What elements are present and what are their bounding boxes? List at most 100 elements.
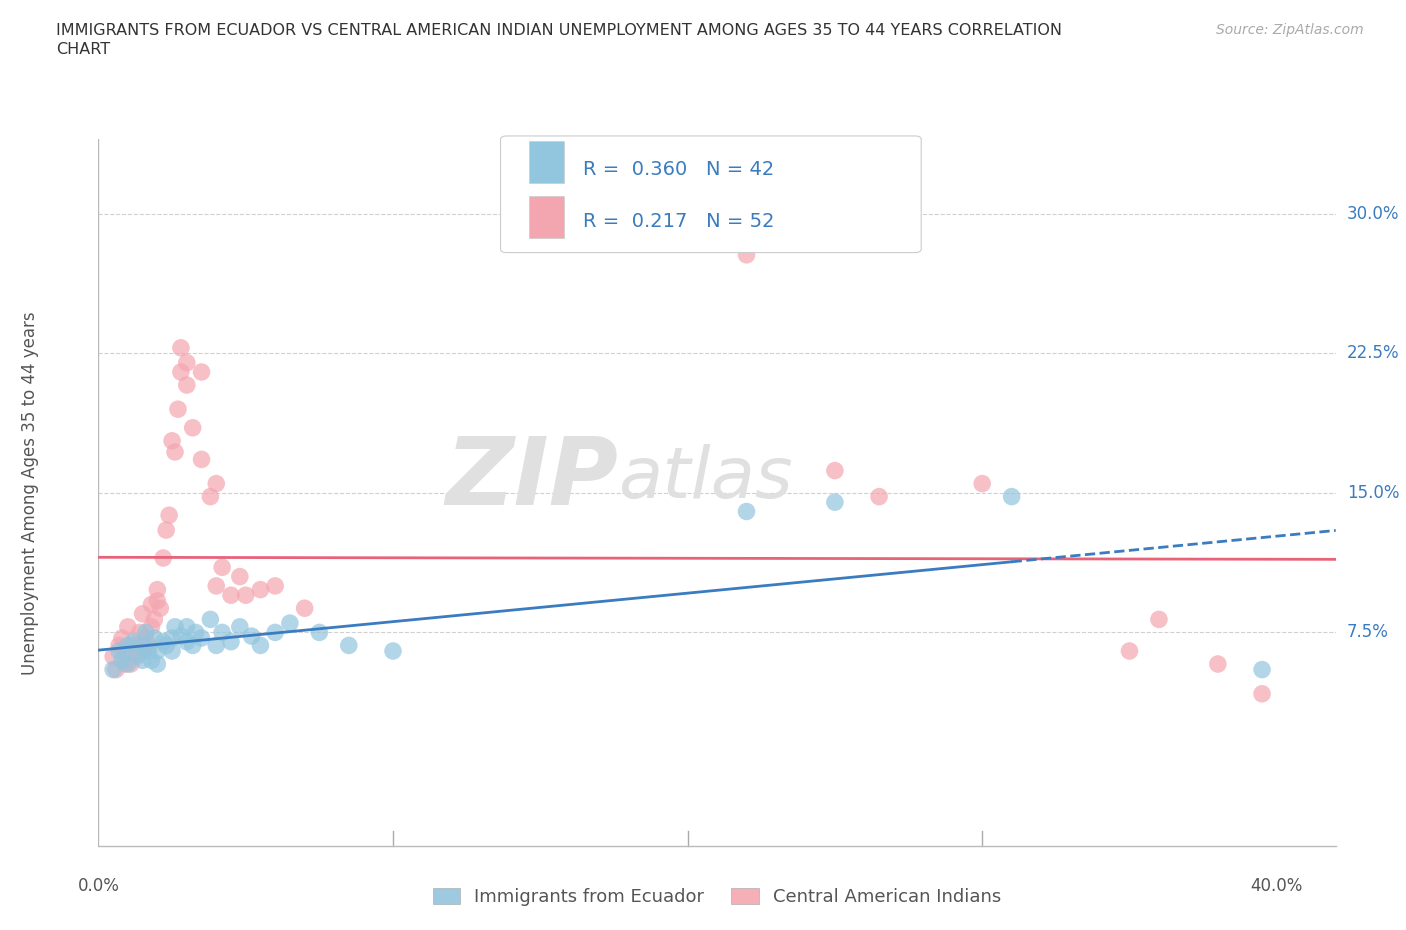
Point bbox=[108, 638, 131, 653]
Point bbox=[128, 625, 150, 640]
Point bbox=[1147, 612, 1170, 627]
Point bbox=[152, 551, 174, 565]
Point bbox=[278, 616, 301, 631]
Point bbox=[108, 644, 131, 658]
Point bbox=[120, 657, 142, 671]
Text: R =  0.217   N = 52: R = 0.217 N = 52 bbox=[583, 212, 775, 232]
Point bbox=[211, 560, 233, 575]
Point bbox=[131, 606, 153, 621]
Point bbox=[131, 644, 153, 658]
Point bbox=[735, 247, 758, 262]
Text: 0.0%: 0.0% bbox=[77, 877, 120, 895]
Point bbox=[117, 638, 139, 653]
Point bbox=[211, 625, 233, 640]
Point bbox=[105, 662, 128, 677]
Point bbox=[146, 644, 169, 658]
Point bbox=[170, 340, 193, 355]
Point bbox=[219, 588, 242, 603]
Point bbox=[972, 476, 994, 491]
Point bbox=[138, 644, 160, 658]
Text: 40.0%: 40.0% bbox=[1250, 877, 1303, 895]
Point bbox=[235, 588, 257, 603]
Point bbox=[141, 597, 163, 612]
Point bbox=[382, 644, 405, 658]
Point bbox=[735, 504, 758, 519]
Point bbox=[1206, 657, 1229, 671]
Point bbox=[146, 582, 169, 597]
Point bbox=[184, 625, 207, 640]
Legend: Immigrants from Ecuador, Central American Indians: Immigrants from Ecuador, Central America… bbox=[423, 879, 1011, 915]
Point bbox=[1251, 686, 1274, 701]
Text: Source: ZipAtlas.com: Source: ZipAtlas.com bbox=[1216, 23, 1364, 37]
Point bbox=[146, 657, 169, 671]
Point bbox=[138, 638, 160, 653]
Point bbox=[117, 619, 139, 634]
Point bbox=[824, 495, 846, 510]
Point bbox=[111, 631, 134, 645]
Point bbox=[240, 629, 263, 644]
Point bbox=[205, 638, 228, 653]
Point bbox=[200, 489, 222, 504]
Point bbox=[101, 649, 124, 664]
Text: Unemployment Among Ages 35 to 44 years: Unemployment Among Ages 35 to 44 years bbox=[21, 312, 39, 674]
Point bbox=[337, 638, 360, 653]
Text: IMMIGRANTS FROM ECUADOR VS CENTRAL AMERICAN INDIAN UNEMPLOYMENT AMONG AGES 35 TO: IMMIGRANTS FROM ECUADOR VS CENTRAL AMERI… bbox=[56, 23, 1063, 38]
Point bbox=[264, 625, 287, 640]
Point bbox=[308, 625, 330, 640]
Point bbox=[155, 523, 177, 538]
Bar bbox=[529, 195, 564, 238]
Point bbox=[111, 653, 134, 668]
Point bbox=[160, 631, 183, 645]
Point bbox=[125, 647, 148, 662]
Point bbox=[229, 619, 252, 634]
Text: R =  0.360   N = 42: R = 0.360 N = 42 bbox=[583, 160, 775, 179]
Text: 7.5%: 7.5% bbox=[1347, 623, 1389, 642]
Bar bbox=[529, 141, 564, 183]
Point bbox=[176, 355, 198, 370]
Point bbox=[868, 489, 890, 504]
Point bbox=[149, 601, 172, 616]
Point bbox=[181, 638, 204, 653]
Point bbox=[160, 644, 183, 658]
Point bbox=[170, 629, 193, 644]
Text: ZIP: ZIP bbox=[446, 432, 619, 525]
Text: atlas: atlas bbox=[619, 445, 793, 513]
Point bbox=[200, 612, 222, 627]
Point bbox=[249, 582, 271, 597]
Point bbox=[117, 657, 139, 671]
Point bbox=[122, 634, 145, 649]
Point bbox=[176, 634, 198, 649]
Point bbox=[163, 445, 186, 459]
Point bbox=[1251, 662, 1274, 677]
Point bbox=[170, 365, 193, 379]
Point bbox=[181, 420, 204, 435]
Text: CHART: CHART bbox=[56, 42, 110, 57]
Point bbox=[146, 593, 169, 608]
Point bbox=[176, 378, 198, 392]
Point bbox=[190, 365, 212, 379]
Point bbox=[152, 634, 174, 649]
Point bbox=[122, 638, 145, 653]
Point bbox=[143, 612, 166, 627]
Point bbox=[1118, 644, 1140, 658]
Point bbox=[163, 619, 186, 634]
Point bbox=[176, 619, 198, 634]
Point bbox=[190, 452, 212, 467]
Point bbox=[160, 433, 183, 448]
Point bbox=[249, 638, 271, 653]
Point bbox=[135, 631, 157, 645]
FancyBboxPatch shape bbox=[501, 136, 921, 253]
Point bbox=[135, 625, 157, 640]
Point bbox=[143, 631, 166, 645]
Text: 30.0%: 30.0% bbox=[1347, 205, 1399, 223]
Point bbox=[219, 634, 242, 649]
Point bbox=[205, 578, 228, 593]
Point bbox=[141, 619, 163, 634]
Point bbox=[114, 657, 136, 671]
Point bbox=[101, 662, 124, 677]
Point bbox=[190, 631, 212, 645]
Point bbox=[167, 402, 190, 417]
Text: 15.0%: 15.0% bbox=[1347, 484, 1399, 502]
Point bbox=[117, 644, 139, 658]
Point bbox=[205, 476, 228, 491]
